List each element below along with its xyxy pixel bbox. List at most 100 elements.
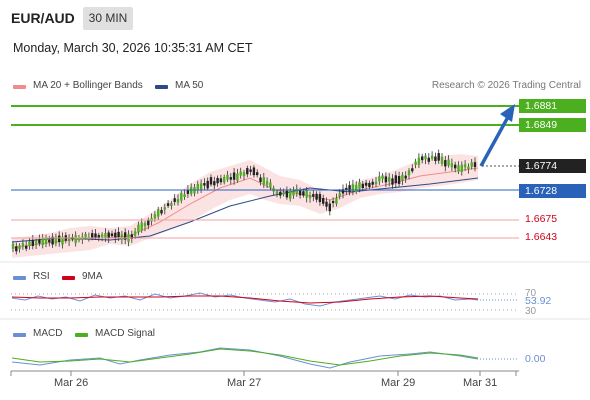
x-axis-label: Mar 31 <box>463 377 498 389</box>
candle-body <box>358 182 361 189</box>
macd-signal-label: MACD Signal <box>95 328 156 339</box>
candle-body <box>137 224 140 232</box>
rsi-label: RSI <box>33 271 50 282</box>
x-axis-label: Mar 26 <box>54 377 89 389</box>
candle-body <box>407 170 411 176</box>
candle-body <box>351 184 355 192</box>
candle-body <box>124 232 127 240</box>
candle-body <box>388 177 391 182</box>
candle-body <box>15 246 18 252</box>
candle-body <box>11 243 15 249</box>
candle-body <box>34 241 38 245</box>
candle-body <box>117 231 120 238</box>
candle-body <box>94 233 97 238</box>
candle-body <box>335 198 338 204</box>
pivot-tag: 1.6728 <box>519 184 586 198</box>
candle-body <box>427 157 430 162</box>
candle-body <box>61 236 64 245</box>
candle-body <box>454 164 457 169</box>
candle-body <box>173 198 176 202</box>
candle-body <box>322 198 325 204</box>
ma20-swatch <box>13 85 26 89</box>
rsi-70-label: 70 <box>525 288 537 299</box>
macd-swatch <box>13 333 26 337</box>
candle-body <box>364 182 368 186</box>
candle-body <box>421 156 424 161</box>
legend-rsi: RSI 9MA <box>13 271 123 285</box>
candle-body <box>391 178 394 185</box>
candle-body <box>147 220 150 226</box>
candle-body <box>262 177 265 185</box>
candle-body <box>58 235 61 243</box>
support-1-label: 1.6675 <box>525 213 558 225</box>
candle-body <box>28 241 31 246</box>
candle-body <box>219 178 223 183</box>
rsi-swatch <box>13 276 26 280</box>
support-2-label: 1.6643 <box>525 231 558 243</box>
candle-body <box>91 233 94 239</box>
candle-body <box>424 155 427 160</box>
candle-body <box>130 234 133 239</box>
candle-body <box>242 172 246 177</box>
macd-signal-swatch <box>75 333 88 337</box>
candle-body <box>140 222 143 231</box>
candle-body <box>25 245 28 249</box>
candle-body <box>348 185 351 192</box>
candle-body <box>440 157 444 164</box>
candle-body <box>100 234 104 237</box>
candle-body <box>338 193 341 197</box>
candle-body <box>414 161 417 165</box>
candle-body <box>223 176 226 183</box>
candle-body <box>41 237 44 246</box>
candle-body <box>44 237 48 244</box>
candle-body <box>361 183 364 189</box>
forecast-arrow <box>479 116 510 167</box>
symbol-title: EUR/AUD <box>11 10 75 26</box>
resistance-1-tag: 1.6849 <box>519 118 586 132</box>
candle-body <box>67 236 71 242</box>
candle-body <box>430 155 434 159</box>
candle-body <box>229 177 232 180</box>
candle-body <box>21 242 25 247</box>
candle-body <box>437 153 440 161</box>
candle-body <box>447 159 450 166</box>
rsi-value: 53.92 <box>525 295 552 307</box>
candle-body <box>282 192 285 195</box>
legend-macd: MACD MACD Signal <box>13 328 183 342</box>
candle-body <box>325 201 328 207</box>
x-axis-label: Mar 27 <box>227 377 262 389</box>
macd-label: MACD <box>33 328 63 339</box>
candle-body <box>289 190 292 199</box>
x-axis-label: Mar 29 <box>381 377 416 389</box>
candle-body <box>315 193 318 200</box>
candle-body <box>54 236 58 244</box>
candle-body <box>473 162 477 168</box>
ma20-label: MA 20 + Bollinger Bands <box>33 80 143 91</box>
candle-body <box>298 189 302 196</box>
candle-body <box>341 189 345 194</box>
candle-body <box>18 245 21 250</box>
candle-body <box>457 165 460 172</box>
rsi-ma-swatch <box>62 276 75 280</box>
timeframe-button[interactable]: 30 MIN <box>83 7 133 30</box>
candle-body <box>166 203 170 206</box>
ma50-swatch <box>155 85 168 89</box>
candle-body <box>259 177 262 183</box>
candle-body <box>213 181 216 186</box>
candle-body <box>328 203 331 212</box>
candle-body <box>236 173 239 181</box>
candle-body <box>318 194 322 203</box>
candle-body <box>203 183 206 186</box>
candle-body <box>444 160 447 167</box>
candle-body <box>384 176 388 183</box>
candle-body <box>199 183 203 190</box>
ma50-line <box>11 177 479 243</box>
candle-body <box>368 182 371 188</box>
candle-body <box>157 209 160 217</box>
macd-signal-line <box>11 348 479 366</box>
legend-ma20: MA 20 + Bollinger Bands <box>13 80 153 94</box>
candle-body <box>404 175 407 179</box>
candle-body <box>411 168 414 172</box>
copyright-notice: Research © 2026 Trading Central <box>431 80 581 91</box>
